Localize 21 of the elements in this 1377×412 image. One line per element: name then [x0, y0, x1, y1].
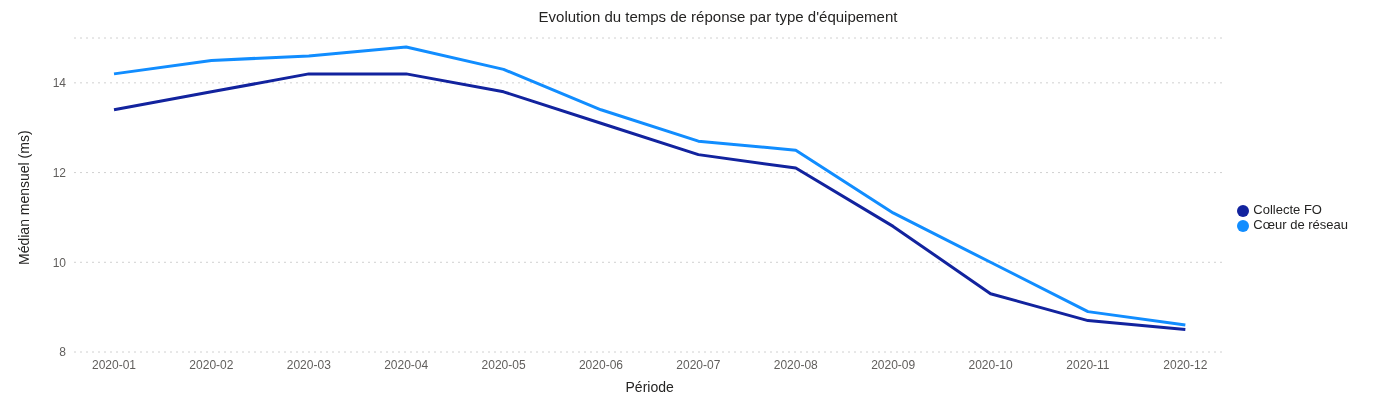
- x-tick-label: 2020-06: [578, 357, 624, 372]
- x-tick-label: 2020-01: [91, 357, 137, 372]
- x-tick-label: 2020-08: [773, 357, 819, 372]
- x-tick-label: 2020-07: [676, 357, 721, 372]
- y-axis-title: Médian mensuel (ms): [15, 130, 32, 265]
- x-tick-label: 2020-12: [1163, 357, 1208, 372]
- y-tick-label: 10: [52, 255, 67, 270]
- chart-title: Evolution du temps de réponse par type d'équipement: [537, 8, 899, 27]
- x-tick-label: 2020-09: [871, 357, 916, 372]
- legend-label: Collecte FO: [1253, 202, 1322, 217]
- x-tick-label: 2020-04: [384, 357, 429, 372]
- y-tick-label: 14: [52, 76, 67, 91]
- x-tick-label: 2020-02: [189, 357, 234, 372]
- y-tick-label: 8: [59, 345, 67, 360]
- x-axis-title: Période: [625, 379, 675, 395]
- x-tick-label: 2020-11: [1066, 357, 1110, 372]
- x-tick-label: 2020-05: [481, 357, 526, 372]
- x-tick-label: 2020-03: [286, 357, 332, 372]
- y-tick-label: 12: [52, 165, 67, 180]
- legend-label: Cœur de réseau: [1253, 217, 1348, 232]
- x-tick-label: 2020-10: [968, 357, 1013, 372]
